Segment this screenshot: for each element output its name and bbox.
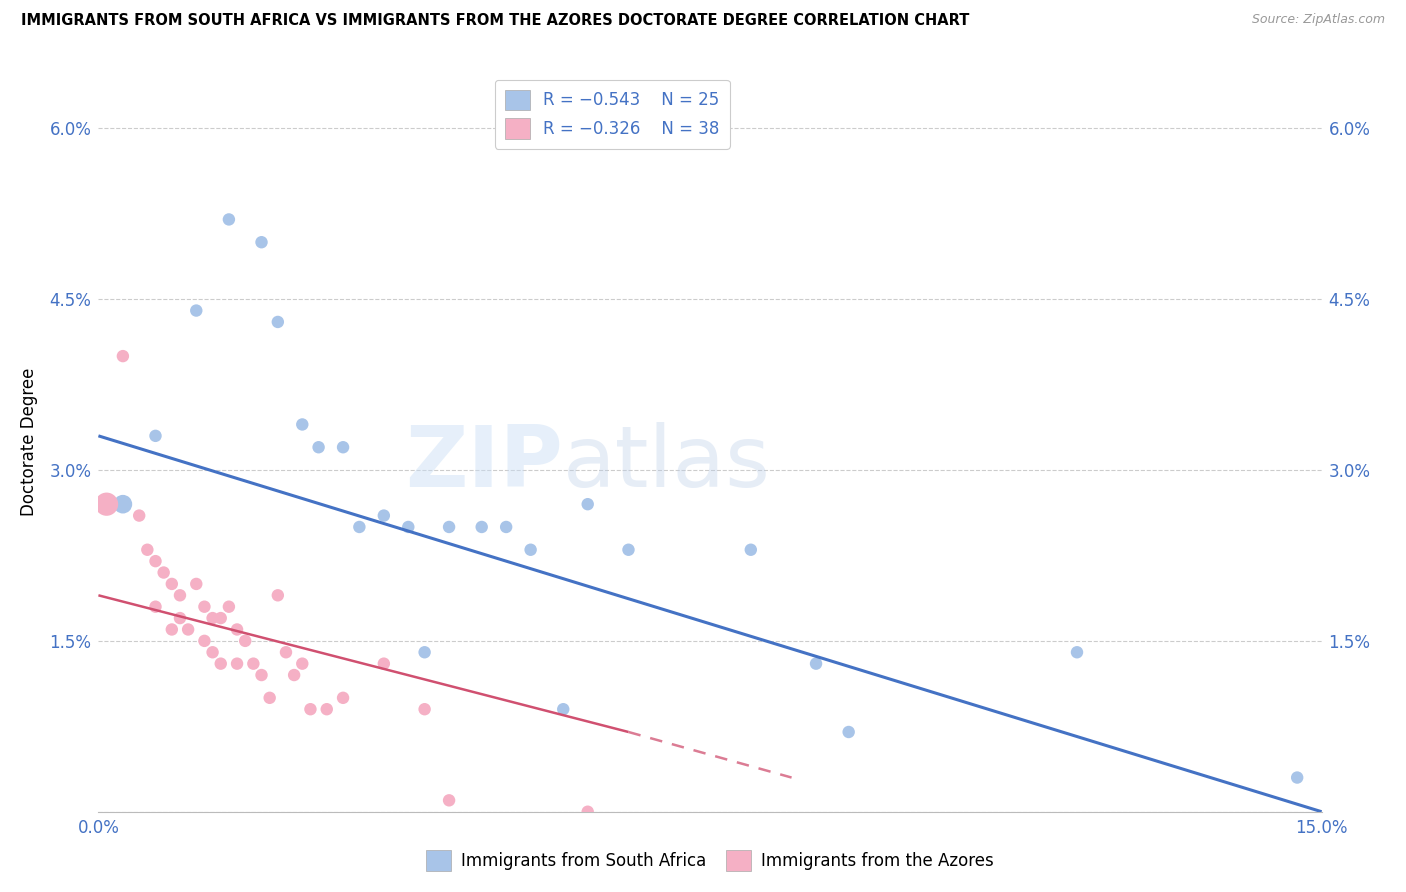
Point — [152, 566, 174, 580]
Point — [413, 702, 436, 716]
Point — [193, 599, 215, 614]
Point — [332, 690, 354, 705]
Point — [145, 429, 167, 443]
Point — [209, 657, 232, 671]
Point — [740, 542, 762, 557]
Point — [96, 497, 118, 511]
Point — [1286, 771, 1309, 785]
Point — [519, 542, 541, 557]
Text: Source: ZipAtlas.com: Source: ZipAtlas.com — [1251, 13, 1385, 27]
Point — [437, 793, 460, 807]
Point — [396, 520, 419, 534]
Point — [299, 702, 322, 716]
Point — [226, 657, 249, 671]
Point — [218, 212, 240, 227]
Point — [145, 554, 167, 568]
Point — [193, 633, 215, 648]
Point — [209, 611, 232, 625]
Text: atlas: atlas — [564, 422, 772, 505]
Point — [1066, 645, 1088, 659]
Point — [283, 668, 305, 682]
Point — [111, 349, 134, 363]
Point — [111, 497, 134, 511]
Point — [804, 657, 827, 671]
Point — [373, 657, 395, 671]
Point — [576, 805, 599, 819]
Point — [373, 508, 395, 523]
Point — [437, 520, 460, 534]
Point — [186, 577, 208, 591]
Point — [242, 657, 264, 671]
Point — [259, 690, 281, 705]
Point — [226, 623, 249, 637]
Point — [233, 633, 256, 648]
Point — [250, 235, 273, 250]
Point — [332, 440, 354, 454]
Point — [471, 520, 494, 534]
Point — [267, 315, 290, 329]
Point — [169, 588, 191, 602]
Point — [315, 702, 337, 716]
Point — [160, 623, 183, 637]
Point — [274, 645, 297, 659]
Text: IMMIGRANTS FROM SOUTH AFRICA VS IMMIGRANTS FROM THE AZORES DOCTORATE DEGREE CORR: IMMIGRANTS FROM SOUTH AFRICA VS IMMIGRAN… — [21, 13, 970, 29]
Point — [136, 542, 159, 557]
Point — [576, 497, 599, 511]
Point — [145, 599, 167, 614]
Text: ZIP: ZIP — [405, 422, 564, 505]
Point — [218, 599, 240, 614]
Point — [291, 657, 314, 671]
Point — [186, 303, 208, 318]
Point — [201, 611, 224, 625]
Point — [160, 577, 183, 591]
Point — [617, 542, 640, 557]
Point — [267, 588, 290, 602]
Point — [553, 702, 575, 716]
Point — [250, 668, 273, 682]
Point — [201, 645, 224, 659]
Point — [308, 440, 330, 454]
Point — [413, 645, 436, 659]
Point — [495, 520, 517, 534]
Point — [177, 623, 200, 637]
Point — [169, 611, 191, 625]
Point — [291, 417, 314, 432]
Y-axis label: Doctorate Degree: Doctorate Degree — [20, 368, 38, 516]
Point — [128, 508, 150, 523]
Point — [349, 520, 371, 534]
Legend: Immigrants from South Africa, Immigrants from the Azores: Immigrants from South Africa, Immigrants… — [419, 844, 1001, 878]
Point — [838, 725, 860, 739]
